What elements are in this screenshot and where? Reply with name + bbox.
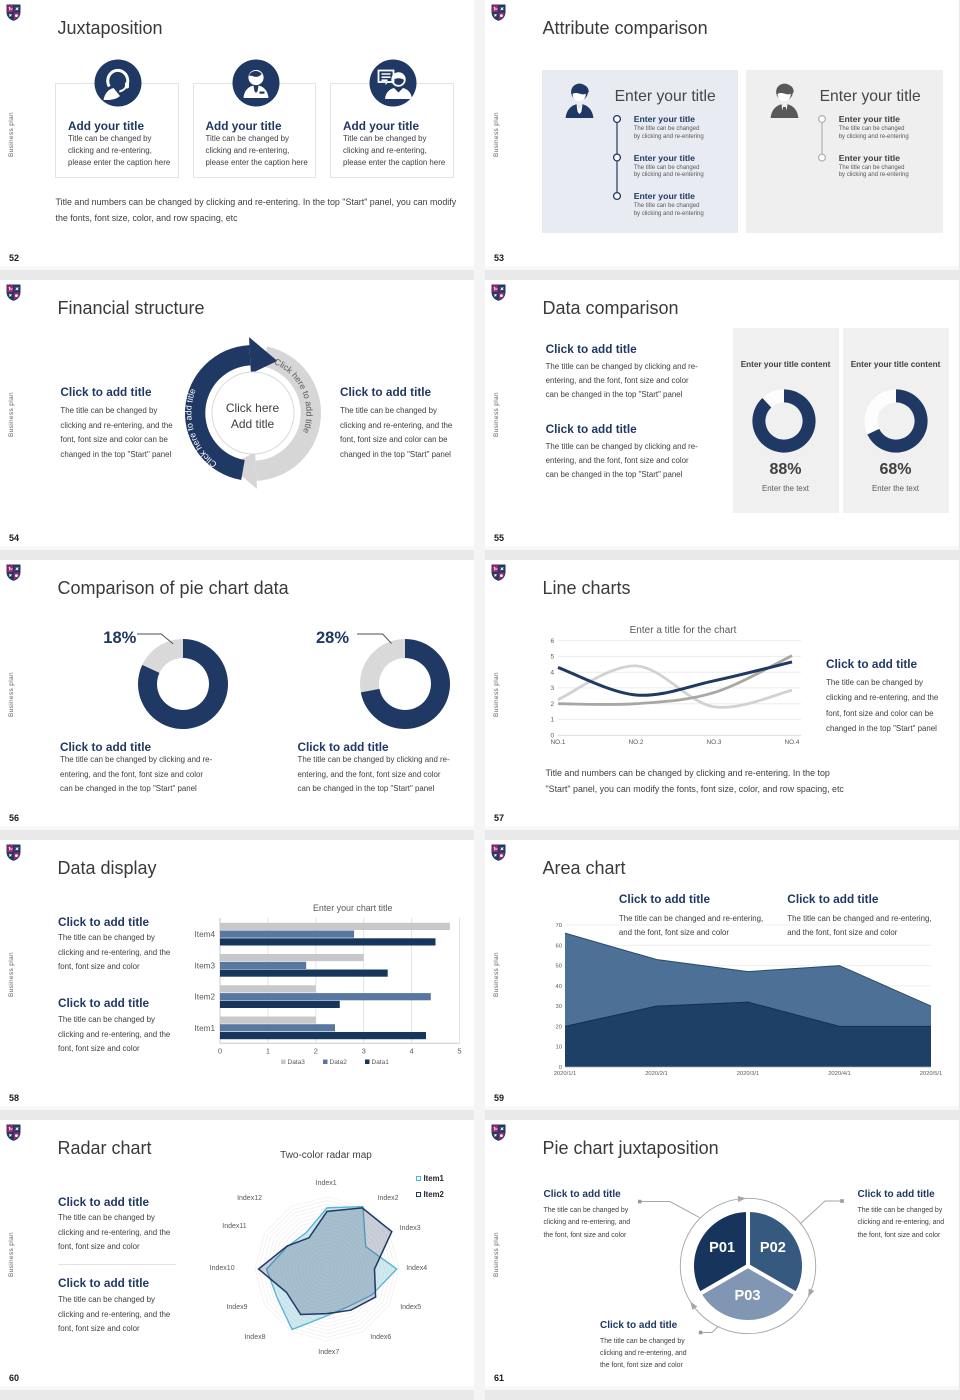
svg-text:3: 3 bbox=[550, 685, 554, 692]
svg-text:NO.3: NO.3 bbox=[707, 739, 722, 746]
svg-text:2020/5/1: 2020/5/1 bbox=[920, 1071, 943, 1077]
svg-text:NO.4: NO.4 bbox=[785, 739, 800, 746]
svg-text:30: 30 bbox=[556, 1004, 562, 1010]
svg-text:Item4: Item4 bbox=[195, 930, 216, 939]
svg-text:5: 5 bbox=[550, 654, 554, 661]
svg-text:Item1: Item1 bbox=[195, 1024, 216, 1033]
svg-text:NO.2: NO.2 bbox=[629, 739, 644, 746]
svg-text:2: 2 bbox=[314, 1047, 318, 1056]
svg-text:6: 6 bbox=[550, 638, 554, 645]
svg-text:1: 1 bbox=[550, 717, 554, 724]
svg-text:0: 0 bbox=[550, 732, 554, 739]
svg-text:Item2: Item2 bbox=[195, 993, 216, 1002]
svg-text:Data3: Data3 bbox=[288, 1059, 306, 1066]
svg-text:0: 0 bbox=[218, 1047, 222, 1056]
svg-text:NO.1: NO.1 bbox=[551, 739, 566, 746]
svg-text:70: 70 bbox=[556, 923, 562, 929]
svg-text:1: 1 bbox=[266, 1047, 270, 1056]
svg-text:60: 60 bbox=[556, 943, 562, 949]
svg-text:2020/1/1: 2020/1/1 bbox=[554, 1071, 577, 1077]
svg-text:2020/4/1: 2020/4/1 bbox=[828, 1071, 851, 1077]
svg-text:Data2: Data2 bbox=[330, 1059, 348, 1066]
svg-text:20: 20 bbox=[556, 1024, 562, 1030]
svg-text:3: 3 bbox=[362, 1047, 366, 1056]
svg-text:Item3: Item3 bbox=[195, 961, 216, 970]
svg-text:0: 0 bbox=[559, 1065, 562, 1071]
svg-text:5: 5 bbox=[457, 1047, 461, 1056]
svg-text:40: 40 bbox=[556, 984, 562, 990]
svg-text:10: 10 bbox=[556, 1045, 562, 1051]
svg-text:50: 50 bbox=[556, 964, 562, 970]
svg-text:Data1: Data1 bbox=[372, 1059, 390, 1066]
svg-text:4: 4 bbox=[550, 669, 554, 676]
svg-text:2: 2 bbox=[550, 701, 554, 708]
svg-text:2020/3/1: 2020/3/1 bbox=[737, 1071, 760, 1077]
svg-text:2020/2/1: 2020/2/1 bbox=[645, 1071, 668, 1077]
svg-text:4: 4 bbox=[410, 1047, 414, 1056]
